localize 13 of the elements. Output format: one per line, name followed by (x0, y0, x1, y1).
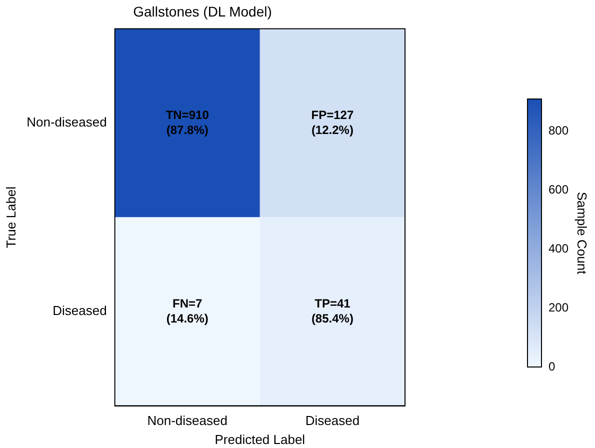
color-bar-label: 200 (548, 300, 569, 314)
data-label: TP=41 (85.4%) (311, 296, 354, 326)
y-axis-title: True Label (3, 186, 18, 248)
color-bar-label: 600 (548, 182, 569, 197)
data-label: TN=910 (87.8%) (166, 108, 210, 137)
chart-title: Gallstones (DL Model) (133, 3, 272, 20)
color-bar-label: 400 (548, 242, 569, 256)
color-bar-label: 800 (548, 124, 569, 138)
color-bar-title: Sample Count (574, 192, 590, 275)
data-label: FP=127 (12.2%) (311, 108, 354, 137)
x-axis-title: Predicted Label (214, 432, 306, 447)
data-label: FN=7 (14.6%) (166, 296, 208, 326)
color-bar-label: 0 (548, 359, 556, 374)
